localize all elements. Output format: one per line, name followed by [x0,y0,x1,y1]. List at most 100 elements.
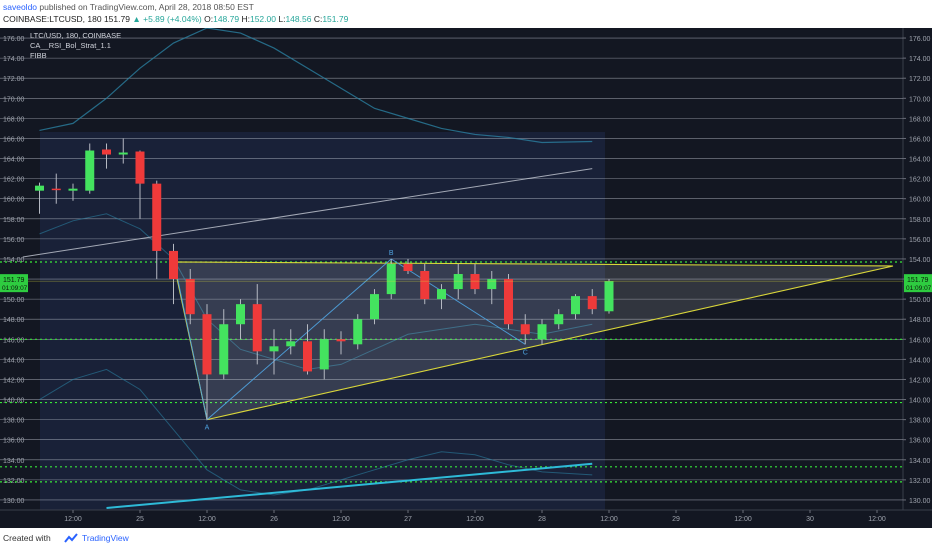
candle [102,149,111,155]
y-tick-label-left: 142.00 [3,377,25,384]
legend-indicator[interactable]: CA__RSI_Bol_Strat_1.1 [30,41,111,50]
candle [504,279,513,325]
author-link[interactable]: saveoldo [3,2,38,12]
y-tick-label-left: 176.00 [3,36,25,43]
y-tick-label-left: 140.00 [3,398,25,405]
y-tick-label: 142.00 [909,377,931,384]
y-tick-label-left: 170.00 [3,96,25,103]
y-tick-label-left: 132.00 [3,478,25,485]
chart-legend: LTC/USD, 180, COINBASE CA__RSI_Bol_Strat… [30,31,121,61]
y-tick-label: 164.00 [909,157,931,164]
symbol-label: COINBASE:LTCUSD, 180 [3,14,102,24]
footer: Created with TradingView [0,528,932,550]
candle [587,296,597,310]
low-label: L: [278,14,286,24]
candle [453,274,463,290]
y-tick-label-left: 164.00 [3,157,25,164]
y-tick-label-left: 172.00 [3,76,25,83]
price-tag-value: 151.79 [907,277,929,284]
y-tick-label-left: 144.00 [3,357,25,364]
y-tick-label-left: 146.00 [3,337,25,344]
candle [336,339,346,342]
candle [554,314,564,325]
y-tick-label: 160.00 [909,197,931,204]
y-tick-label: 150.00 [909,297,931,304]
y-tick-label: 146.00 [909,337,931,344]
x-tick-label: 12:00 [466,516,484,523]
x-tick-label: 12:00 [600,516,618,523]
symbol-line: COINBASE:LTCUSD, 180 151.79 ▲ +5.89 (+4.… [3,14,348,24]
candle [319,339,329,370]
price-tag-countdown: 01:09:07 [906,285,932,292]
y-tick-label-left: 162.00 [3,177,25,184]
candle [118,152,128,155]
candle [303,341,312,372]
candle [152,183,162,251]
y-tick-label-left: 158.00 [3,217,25,224]
price-tag-right [904,274,932,293]
price-tag-left [0,274,28,293]
publish-line: saveoldo published on TradingView.com, A… [3,2,254,12]
y-tick-label-left: 136.00 [3,438,25,445]
close-label: C: [313,14,323,24]
y-tick-label-left: 154.00 [3,257,25,264]
open-value: 148.79 [213,14,240,24]
y-tick-label-left: 134.00 [3,458,25,465]
y-tick-label: 170.00 [909,96,931,103]
chart-area[interactable]: 176.00 176.00 174.00 172.00 170.00 168.00 166.… [0,28,932,528]
candle [487,279,497,290]
created-with-text: Created with [3,533,51,543]
y-tick-label-left: 156.00 [3,237,25,244]
candle [403,263,413,272]
chart-header: saveoldo published on TradingView.com, A… [0,0,932,28]
y-tick-label-left: 174.00 [3,56,25,63]
x-tick-label: 28 [538,516,546,523]
y-tick-label: 176.00 [909,36,931,43]
y-tick-label: 158.00 [909,217,931,224]
price-change: +5.89 (+4.04%) [143,14,202,24]
y-tick-label-left: 148.00 [3,317,25,324]
candle [135,151,145,184]
price-chart[interactable]: 176.00 176.00 174.00 172.00 170.00 168.00 166.… [0,28,932,528]
candle [420,271,430,300]
y-tick-label: 168.00 [909,116,931,123]
x-tick-label: 12:00 [198,516,216,523]
low-value: 148.56 [285,14,312,24]
candle [252,304,262,352]
x-tick-label: 30 [806,516,814,523]
y-tick-label: 166.00 [909,136,931,143]
publish-info: published on TradingView.com, April 28, … [37,2,254,12]
y-tick-label: 138.00 [909,418,931,425]
y-tick-label: 148.00 [909,317,931,324]
candle [51,188,61,191]
candle [68,188,78,191]
up-arrow-icon: ▲ [132,14,141,24]
y-tick-label: 132.00 [909,478,931,485]
legend-symbol: LTC/USD, 180, COINBASE [30,31,122,40]
tradingview-brand[interactable]: TradingView [82,533,129,543]
channel-line [22,168,593,258]
x-tick-label: 25 [136,516,144,523]
y-tick-label: 136.00 [909,438,931,445]
y-tick-label-left: 150.00 [3,297,25,304]
y-tick-label: 156.00 [909,237,931,244]
x-tick-label: 26 [270,516,278,523]
y-tick-label: 140.00 [909,398,931,405]
y-tick-label: 174.00 [909,56,931,63]
candle [370,294,379,320]
price-tag-value: 151.79 [3,277,25,284]
y-tick-label: 154.00 [909,257,931,264]
y-tick-label: 134.00 [909,458,931,465]
open-label: O: [204,14,214,24]
x-tick-label: 12:00 [734,516,752,523]
high-label: H: [241,14,250,24]
x-tick-label: 12:00 [868,516,886,523]
abc-pattern [173,258,526,421]
legend-fib[interactable]: FIBB [30,51,47,60]
triangle-fill [173,261,893,420]
x-tick-label: 29 [672,516,680,523]
pattern-label: B [389,250,394,257]
y-tick-label: 172.00 [909,76,931,83]
candle [185,279,195,315]
candle [571,296,580,315]
